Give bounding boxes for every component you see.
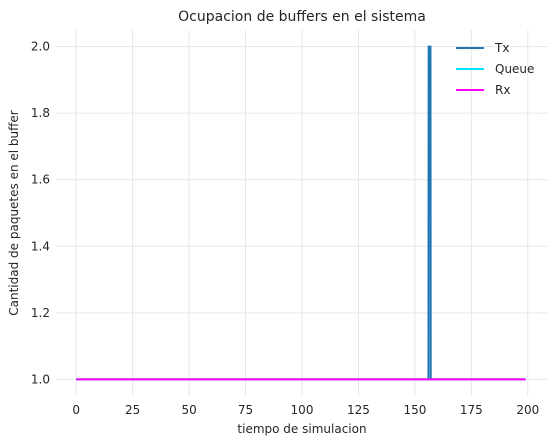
y-tick-label: 1.0	[31, 372, 50, 386]
x-tick-label: 150	[403, 403, 426, 417]
y-axis-label: Cantidad de paquetes en el buffer	[7, 110, 21, 316]
chart-title: Ocupacion de buffers en el sistema	[178, 9, 426, 25]
legend-label-rx: Rx	[495, 83, 510, 97]
x-tick-label: 125	[347, 403, 370, 417]
x-tick-label: 100	[291, 403, 314, 417]
x-tick-label: 0	[72, 403, 80, 417]
x-tick-label: 75	[238, 403, 253, 417]
x-tick-label: 50	[181, 403, 196, 417]
y-tick-label: 1.4	[31, 239, 50, 253]
legend-label-tx: Tx	[494, 41, 509, 55]
x-tick-label: 25	[125, 403, 140, 417]
y-tick-label: 1.8	[31, 106, 50, 120]
x-axis-label: tiempo de simulacion	[237, 422, 366, 436]
x-tick-labels: 0 25 50 75 100 125 150 175 200	[72, 403, 539, 417]
x-tick-label: 175	[460, 403, 483, 417]
legend: Tx Queue Rx	[456, 41, 534, 97]
y-tick-label: 1.6	[31, 173, 50, 187]
series-lines	[76, 45, 526, 381]
x-tick-label: 200	[516, 403, 539, 417]
y-tick-label: 2.0	[31, 40, 50, 54]
legend-label-queue: Queue	[495, 62, 534, 76]
y-tick-label: 1.2	[31, 306, 50, 320]
y-tick-labels: 1.0 1.2 1.4 1.6 1.8 2.0	[31, 40, 50, 387]
